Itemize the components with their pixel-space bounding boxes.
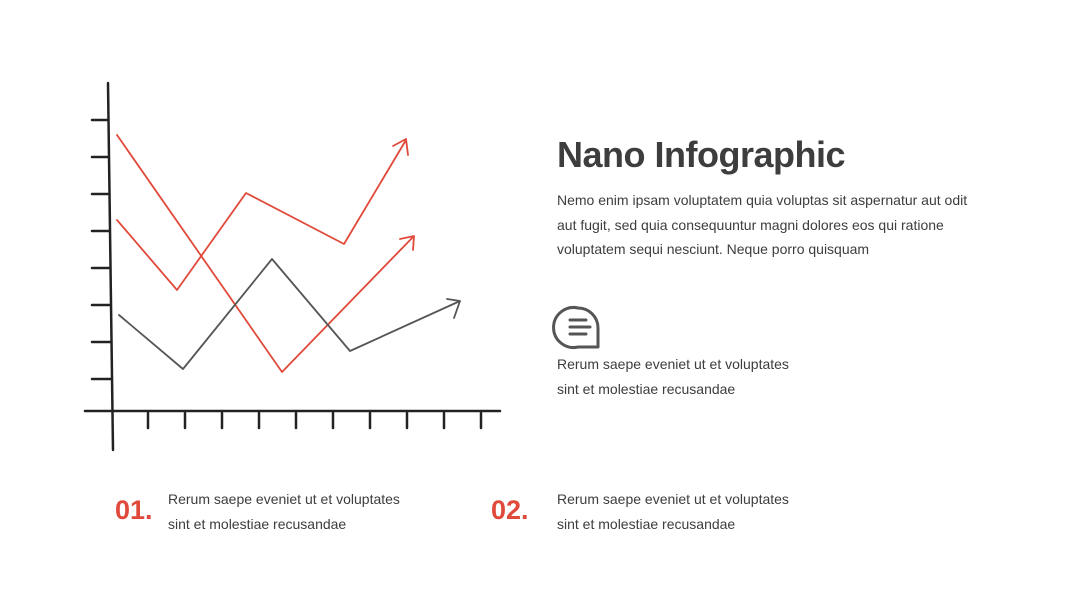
item-number: 01. (115, 495, 153, 525)
item-text: Rerum saepe eveniet ut et voluptates sin… (168, 491, 400, 532)
description: Nemo enim ipsam voluptatem quia voluptas… (557, 192, 968, 257)
note-text: Rerum saepe eveniet ut et voluptates sin… (557, 356, 789, 397)
axes (83, 81, 502, 452)
gray-line (118, 258, 461, 370)
red-lines (116, 134, 415, 373)
title: Nano Infographic (557, 134, 846, 175)
item-number: 02. (491, 495, 529, 525)
chat-icon (552, 306, 600, 349)
item-text: Rerum saepe eveniet ut et voluptates sin… (557, 491, 789, 532)
